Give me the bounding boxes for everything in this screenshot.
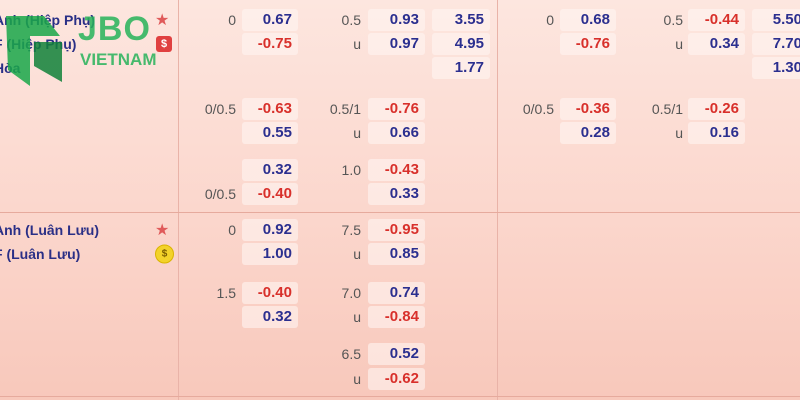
odds-value: -0.43: [368, 159, 425, 181]
bet-badge: $: [156, 36, 172, 52]
divider: [178, 0, 179, 400]
odds-value: 0.34: [688, 33, 745, 55]
handicap-line: 1.5: [216, 285, 236, 301]
odds-value: 1.30: [752, 57, 800, 79]
odds-value: -0.63: [242, 98, 298, 120]
handicap-line: u: [353, 371, 361, 387]
team-name: F (Luân Lưu): [0, 246, 81, 262]
favorite-star: ★: [155, 222, 170, 239]
odds-value: 0.32: [242, 159, 298, 181]
odds-value: -0.84: [368, 306, 425, 328]
favorite-star: ★: [155, 12, 170, 29]
logo-brand: JBO: [78, 10, 151, 48]
odds-value: -0.40: [242, 183, 298, 205]
odds-value: 0.92: [242, 219, 298, 241]
odds-value: 0.74: [368, 282, 425, 304]
odds-value: -0.75: [242, 33, 298, 55]
odds-value: 0.33: [368, 183, 425, 205]
handicap-line: 0.5/1: [329, 101, 361, 117]
odds-value: 0.93: [368, 9, 425, 31]
handicap-line: 0.5: [341, 12, 361, 28]
odds-value: 0.28: [560, 122, 616, 144]
section-divider: [0, 212, 800, 213]
odds-value: 0.97: [368, 33, 425, 55]
handicap-line: 6.5: [341, 346, 361, 362]
handicap-line: u: [353, 36, 361, 52]
odds-value: 0.55: [242, 122, 298, 144]
odds-value: 0.85: [368, 243, 425, 265]
odds-value: -0.40: [242, 282, 298, 304]
handicap-line: 7.5: [341, 222, 361, 238]
logo-tagline: VIETNAM: [80, 50, 157, 69]
odds-value: 1.00: [242, 243, 298, 265]
odds-value: 1.77: [432, 57, 490, 79]
handicap-line: u: [353, 125, 361, 141]
odds-value: 0.66: [368, 122, 425, 144]
handicap-line: 0: [228, 12, 236, 28]
handicap-line: 0.5: [663, 12, 683, 28]
handicap-line: u: [675, 36, 683, 52]
odds-value: 3.55: [432, 9, 490, 31]
odds-value: -0.62: [368, 368, 425, 390]
handicap-line: 0/0.5: [204, 101, 236, 117]
watermark-logo: JBO VIETNAM: [0, 6, 170, 86]
handicap-line: u: [353, 246, 361, 262]
handicap-line: 7.0: [341, 285, 361, 301]
handicap-line: 0: [228, 222, 236, 238]
odds-value: -0.76: [560, 33, 616, 55]
odds-value: 0.68: [560, 9, 616, 31]
odds-value: 0.52: [368, 343, 425, 365]
handicap-line: 0.5/1: [651, 101, 683, 117]
divider: [497, 0, 498, 400]
handicap-line: 1.0: [341, 162, 361, 178]
odds-value: 5.50: [752, 9, 800, 31]
bet-badge: $: [155, 244, 174, 264]
odds-value: 0.32: [242, 306, 298, 328]
odds-value: 4.95: [432, 33, 490, 55]
odds-value: 7.70: [752, 33, 800, 55]
odds-value: -0.36: [560, 98, 616, 120]
odds-value: -0.26: [688, 98, 745, 120]
handicap-line: 0/0.5: [522, 101, 554, 117]
handicap-line: u: [353, 309, 361, 325]
logo-mark: [6, 16, 62, 86]
handicap-line: u: [675, 125, 683, 141]
odds-value: -0.44: [688, 9, 745, 31]
section-divider: [0, 396, 800, 397]
handicap-line: 0/0.5: [204, 186, 236, 202]
team-name: Anh (Luân Lưu): [0, 222, 99, 238]
odds-value: -0.95: [368, 219, 425, 241]
odds-value: -0.76: [368, 98, 425, 120]
odds-value: 0.16: [688, 122, 745, 144]
handicap-line: 0: [546, 12, 554, 28]
odds-value: 0.67: [242, 9, 298, 31]
